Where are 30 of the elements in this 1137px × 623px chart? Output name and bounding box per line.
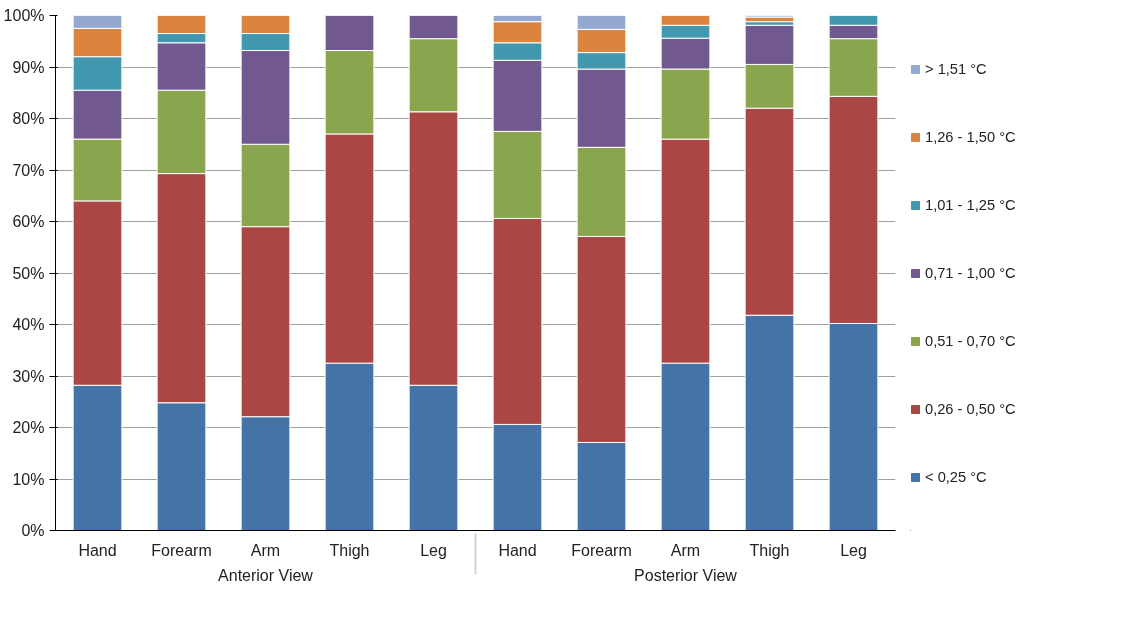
- legend-label: < 0,25 °C: [925, 468, 987, 485]
- y-tick-label: 20%: [12, 419, 45, 436]
- legend-label: 0,71 - 1,00 °C: [925, 264, 1016, 281]
- legend-label: 1,01 - 1,25 °C: [925, 196, 1016, 213]
- x-tick-label: Hand: [78, 541, 117, 559]
- x-tick-label: Thigh: [749, 541, 790, 559]
- y-tick-label: 10%: [12, 470, 45, 488]
- x-tick-label: Thigh: [329, 541, 370, 559]
- x-tick-label: Arm: [670, 541, 701, 559]
- y-tick-label: 0%: [21, 522, 45, 539]
- x-tick-label: Hand: [498, 541, 537, 559]
- legend-label: > 1,51 °C: [925, 60, 987, 77]
- text: Posterior View: [634, 566, 738, 584]
- text: Anterior View: [218, 566, 314, 584]
- y-tick-label: 70%: [12, 161, 45, 179]
- y-tick-label: 100%: [3, 7, 45, 24]
- y-tick-label: 50%: [12, 264, 45, 282]
- x-tick-label: Forearm: [151, 541, 212, 559]
- y-tick-label: 40%: [12, 316, 45, 333]
- y-tick-label: 90%: [12, 58, 45, 76]
- y-tick-label: 60%: [12, 213, 45, 230]
- legend-label: 0,51 - 0,70 °C: [925, 332, 1016, 349]
- x-tick-label: Leg: [840, 541, 867, 559]
- x-tick-label: Forearm: [571, 541, 632, 559]
- legend-label: 1,26 - 1,50 °C: [925, 128, 1016, 145]
- y-tick-label: 80%: [12, 110, 45, 127]
- x-tick-label: Arm: [250, 541, 281, 559]
- legend-label: 0,26 - 0,50 °C: [925, 400, 1016, 417]
- x-tick-label: Leg: [420, 541, 447, 559]
- y-tick-label: 30%: [12, 367, 45, 385]
